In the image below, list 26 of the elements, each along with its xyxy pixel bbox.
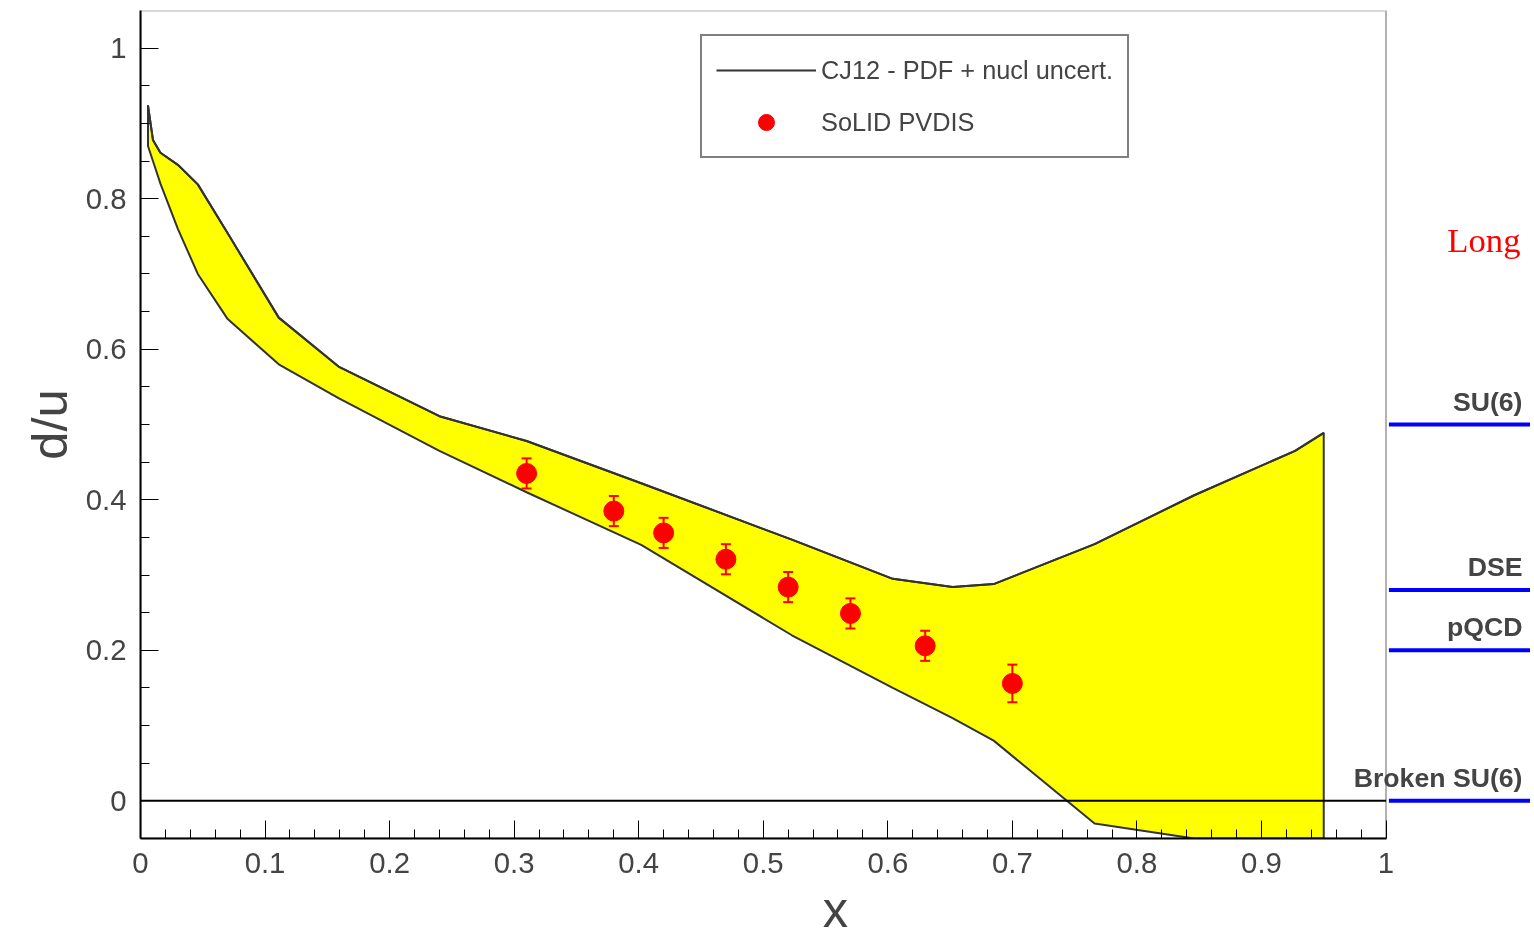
- x-tick-label: 0.4: [618, 845, 660, 879]
- x-tick-label: 0.2: [369, 845, 410, 879]
- y-tick-label: 1: [110, 31, 127, 65]
- x-tick-label: 0.1: [244, 845, 286, 879]
- legend-label: CJ12 - PDF + nucl uncert.: [821, 55, 1114, 85]
- x-axis-title: x: [822, 880, 849, 938]
- y-tick-label: 0.6: [85, 332, 127, 366]
- x-tick-label: 0.5: [742, 845, 784, 879]
- ref-line-label: pQCD: [1446, 612, 1523, 643]
- y-tick-label: 0: [110, 783, 127, 817]
- text: Long: [1447, 220, 1521, 259]
- x-tick-label: 0.6: [867, 845, 909, 879]
- ref-line-label: DSE: [1467, 552, 1523, 583]
- x-tick-label: 0: [132, 845, 149, 879]
- x-tick-label: 0.7: [991, 845, 1033, 879]
- y-tick-label: 0.4: [85, 482, 127, 516]
- y-tick-label: 0.2: [85, 633, 127, 667]
- y-tick-label: 0.8: [85, 181, 127, 215]
- ref-line-label: Broken SU(6): [1353, 762, 1523, 793]
- x-tick-label: 0.8: [1116, 845, 1158, 879]
- x-tick-label: 0.9: [1241, 845, 1282, 879]
- ref-line-label: SU(6): [1452, 386, 1523, 417]
- x-tick-label: 0.3: [493, 845, 535, 879]
- x-tick-label: 1: [1377, 845, 1395, 879]
- legend-label: SoLID PVDIS: [821, 107, 975, 137]
- y-axis-title: d/u: [20, 389, 78, 460]
